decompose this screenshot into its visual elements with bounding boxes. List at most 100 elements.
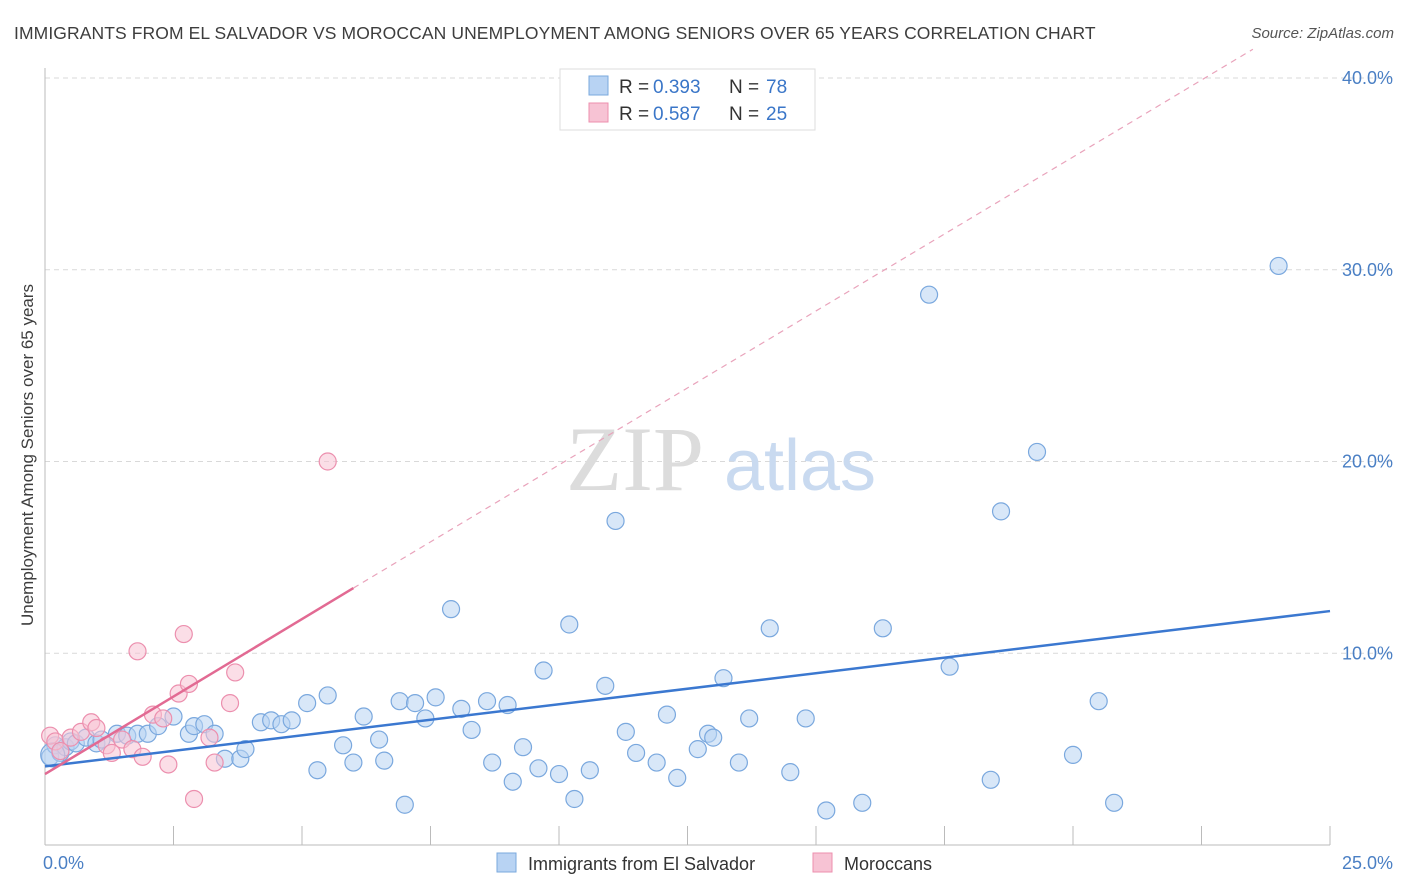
point-el-salvador [529, 759, 548, 778]
legend-swatch-pink [588, 102, 609, 123]
legend-n-label-pink: N = [729, 104, 759, 125]
point-el-salvador [1105, 793, 1124, 812]
legend-r-label-blue: R = [619, 77, 649, 98]
legend-n-value-blue: 78 [766, 77, 787, 98]
point-el-salvador [606, 511, 625, 531]
point-el-salvador [452, 699, 471, 718]
point-el-salvador [513, 738, 533, 757]
point-el-salvador [236, 740, 255, 759]
point-el-salvador [298, 694, 317, 713]
point-el-salvador [714, 669, 733, 688]
point-el-salvador [483, 753, 502, 772]
point-moroccans [128, 642, 147, 661]
point-moroccans [200, 728, 219, 747]
y-axis-label: Unemployment Among Seniors over 65 years [18, 284, 37, 626]
point-el-salvador [596, 676, 615, 695]
point-moroccans [179, 674, 199, 694]
point-el-salvador [740, 709, 759, 728]
point-el-salvador [1027, 442, 1047, 462]
point-el-salvador [781, 763, 800, 782]
point-moroccans [220, 694, 240, 713]
point-el-salvador [647, 753, 666, 772]
point-moroccans [87, 718, 106, 738]
legend-n-value-pink: 25 [766, 104, 787, 125]
point-el-salvador [441, 600, 461, 619]
bottom-legend: Immigrants from El Salvador Moroccans [496, 852, 932, 874]
point-el-salvador [354, 707, 373, 726]
grid-lines [45, 77, 1392, 654]
legend-n-label-blue: N = [729, 77, 759, 98]
point-el-salvador [405, 694, 425, 713]
watermark: ZIP atlas [566, 408, 876, 510]
point-el-salvador [1269, 256, 1288, 276]
point-el-salvador [580, 761, 599, 780]
series-moroccans-points [41, 452, 337, 809]
point-el-salvador [729, 753, 749, 772]
point-el-salvador [991, 502, 1011, 521]
legend-swatch-blue [588, 75, 609, 96]
legend-r-value-pink: 0.587 [653, 104, 701, 125]
point-el-salvador [626, 743, 646, 763]
legend-r-label-pink: R = [619, 104, 649, 125]
point-el-salvador [760, 619, 779, 638]
series-el-salvador-points [40, 256, 1288, 820]
point-el-salvador [919, 285, 939, 304]
axes [44, 68, 1331, 846]
point-el-salvador [426, 688, 445, 707]
point-moroccans [318, 452, 337, 471]
point-el-salvador [462, 720, 481, 740]
point-moroccans [159, 755, 178, 774]
point-el-salvador [873, 619, 892, 638]
trend-line-moroccans-extension [353, 48, 1254, 589]
tick-labels: 10.0% 20.0% 30.0% 40.0% 0.0% 25.0% [43, 68, 1393, 873]
chart-title: IMMIGRANTS FROM EL SALVADOR VS MOROCCAN … [14, 23, 1096, 43]
point-el-salvador [1063, 745, 1083, 764]
point-el-salvador [390, 692, 409, 711]
point-el-salvador [796, 709, 815, 728]
point-el-salvador [565, 789, 584, 809]
y-tick-label: 30.0% [1342, 260, 1393, 280]
bottom-legend-swatch-pink [812, 852, 833, 873]
y-tick-label: 40.0% [1342, 68, 1393, 88]
point-el-salvador [534, 661, 553, 680]
point-el-salvador [616, 722, 635, 741]
point-el-salvador [370, 730, 389, 749]
point-el-salvador [688, 740, 707, 759]
trend-line-moroccans [44, 586, 355, 776]
point-el-salvador [318, 686, 337, 705]
point-el-salvador [395, 795, 414, 814]
bottom-legend-swatch-blue [496, 852, 517, 873]
point-moroccans [154, 709, 173, 728]
point-el-salvador [503, 772, 522, 791]
trend-line-el-salvador [44, 609, 1331, 768]
trend-lines [44, 48, 1331, 776]
point-moroccans [184, 789, 204, 809]
point-el-salvador [560, 615, 579, 634]
watermark-zip: ZIP [566, 408, 704, 510]
y-tick-label: 10.0% [1342, 643, 1393, 663]
point-el-salvador [477, 692, 497, 711]
chart-source: Source: ZipAtlas.com [1251, 25, 1394, 42]
legend: R = 0.393 N = 78 R = 0.587 N = 25 [559, 68, 816, 131]
point-el-salvador [344, 753, 363, 772]
point-el-salvador [704, 728, 723, 747]
point-moroccans [174, 624, 193, 644]
bottom-legend-label-pink: Moroccans [844, 854, 932, 874]
point-el-salvador [1089, 692, 1108, 711]
legend-r-value-blue: 0.393 [653, 77, 701, 98]
point-el-salvador [817, 801, 836, 820]
point-el-salvador [853, 793, 872, 812]
point-el-salvador [308, 761, 327, 780]
point-el-salvador [657, 705, 677, 724]
watermark-atlas: atlas [724, 426, 876, 506]
x-tick-label: 0.0% [43, 853, 84, 873]
point-moroccans [226, 663, 245, 682]
point-moroccans [133, 747, 152, 766]
point-el-salvador [334, 736, 353, 755]
bottom-legend-label-blue: Immigrants from El Salvador [528, 854, 755, 874]
y-tick-label: 20.0% [1342, 452, 1393, 472]
point-el-salvador [549, 764, 569, 784]
point-el-salvador [668, 768, 687, 787]
x-tick-label: 25.0% [1342, 853, 1393, 873]
